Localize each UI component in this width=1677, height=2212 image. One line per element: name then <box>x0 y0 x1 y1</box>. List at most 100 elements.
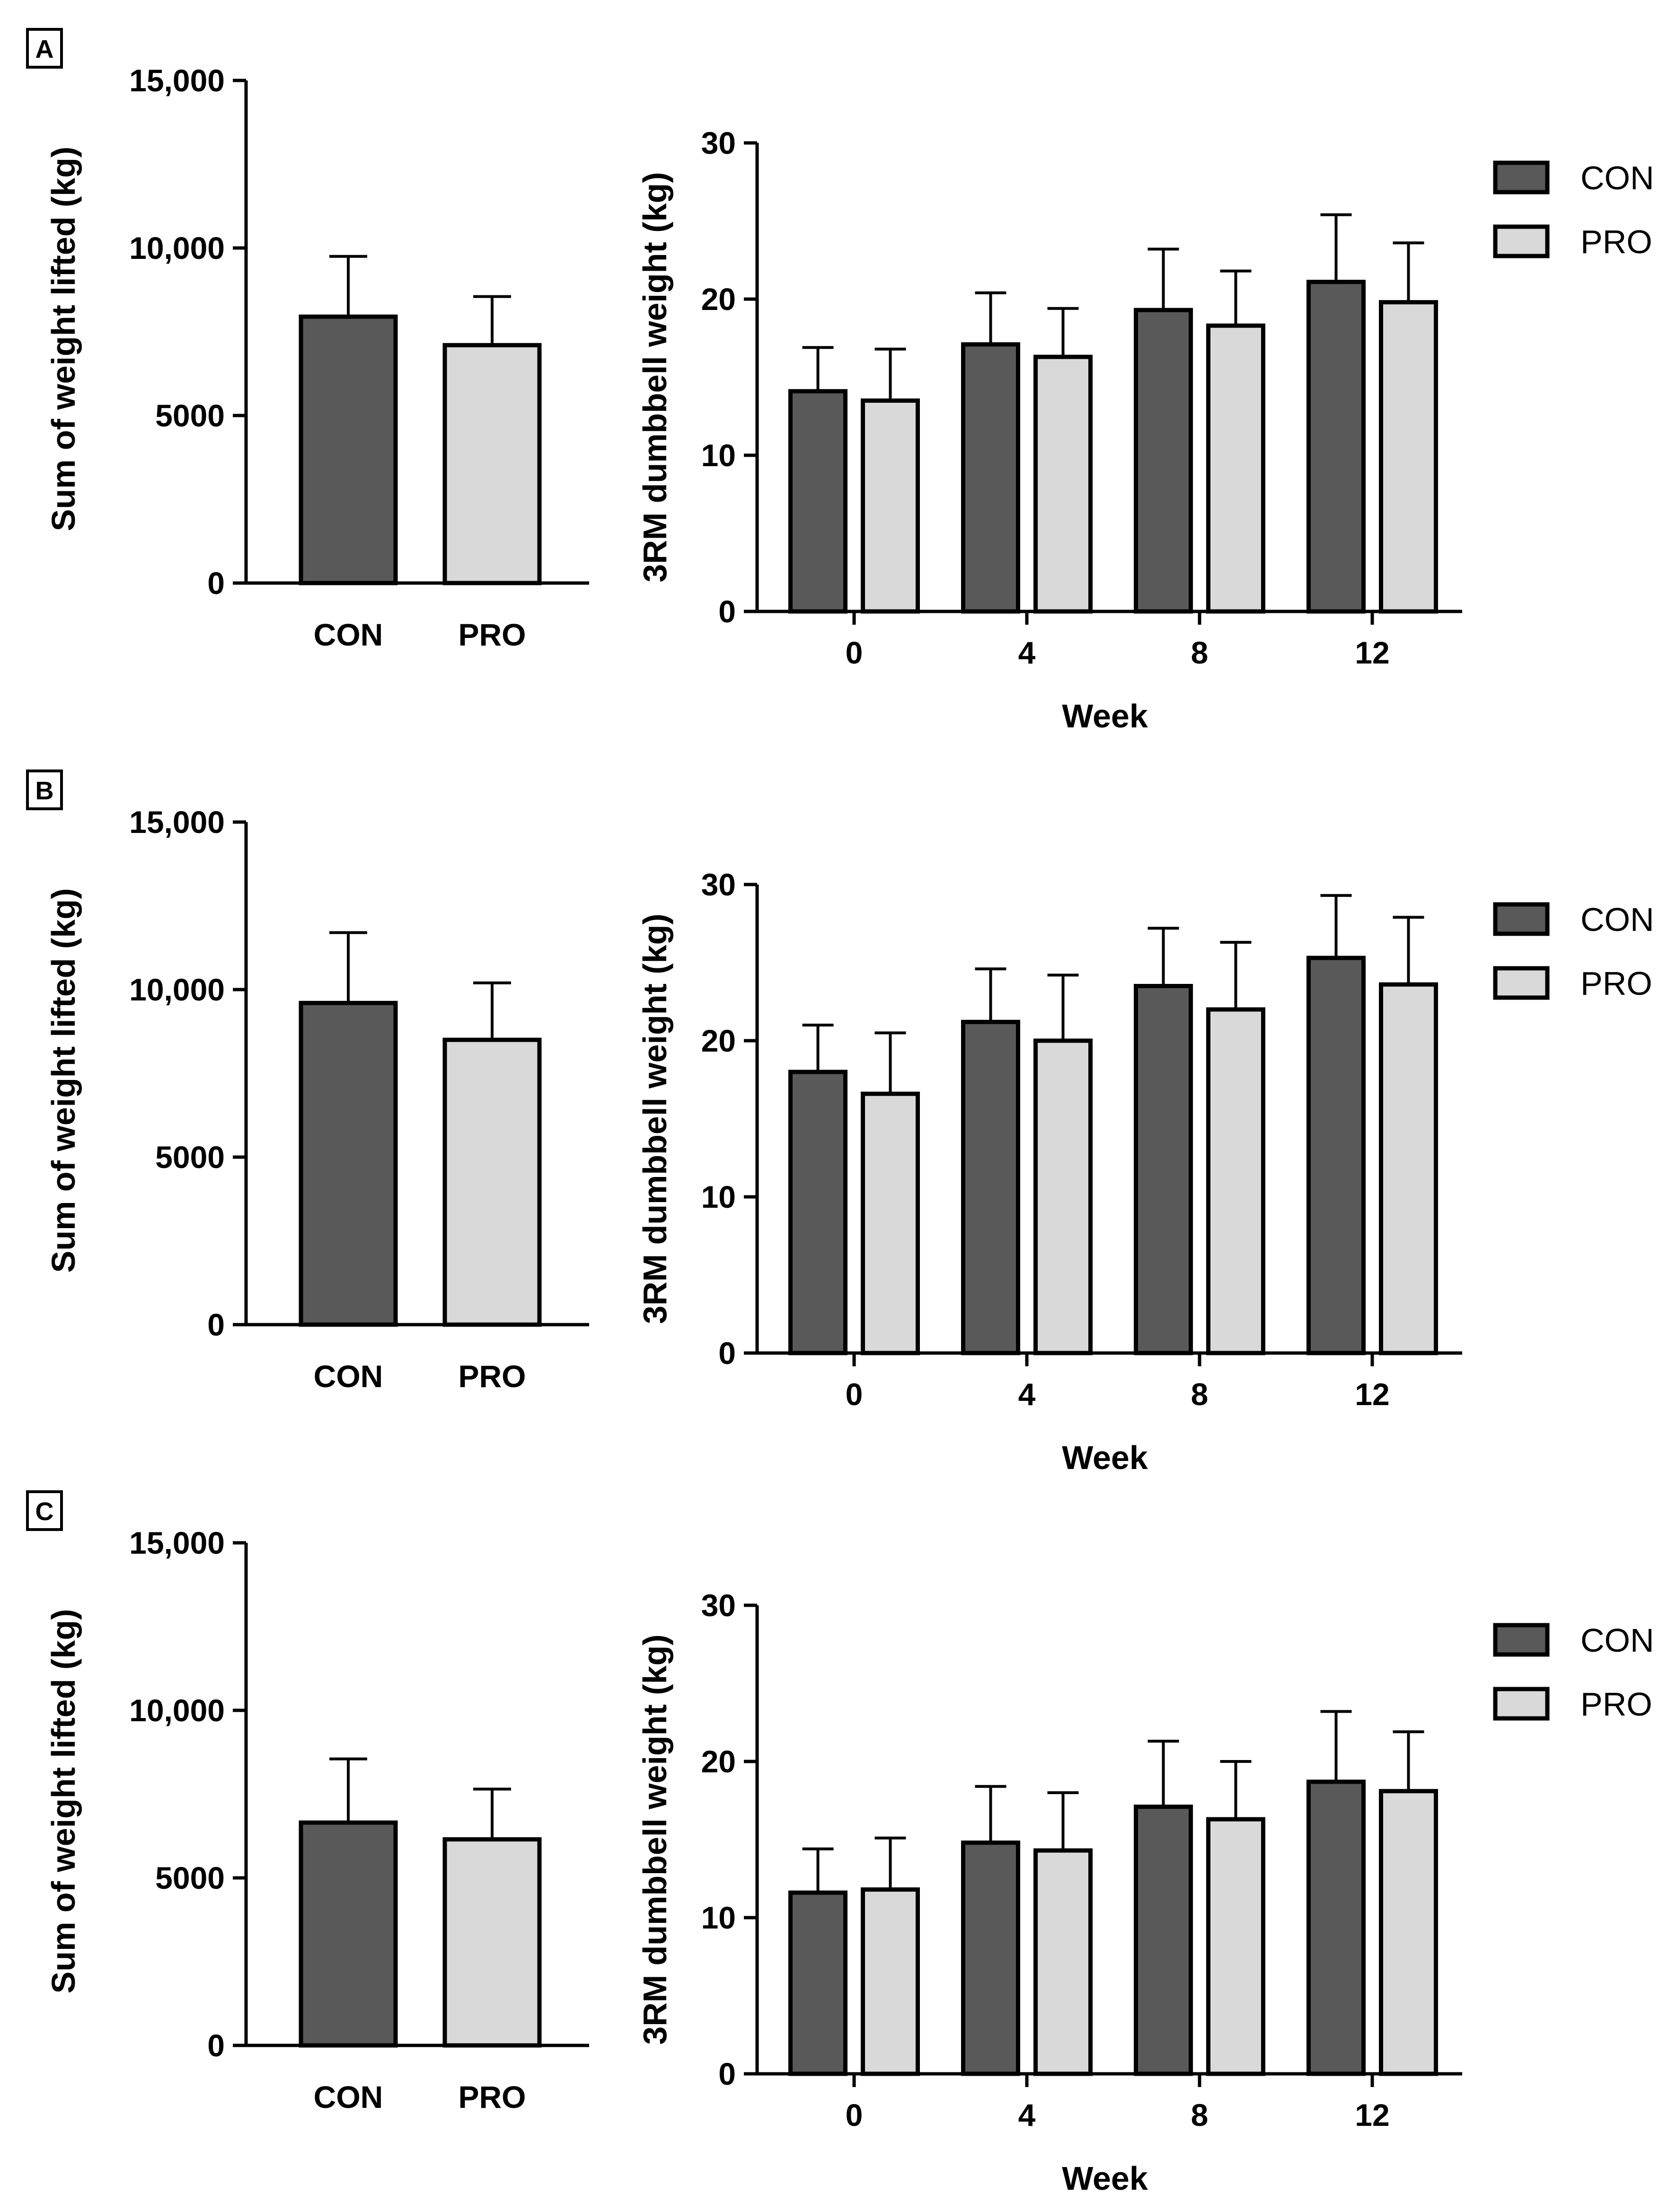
y-tick-label: 10,000 <box>129 1693 225 1728</box>
bar-con-week-4 <box>961 1019 1020 1355</box>
y-tick-label: 0 <box>207 566 225 601</box>
x-axis-title: Week <box>1062 2160 1148 2197</box>
panel-a: A 0 5000 10,000 15,000 CON PRO Sum of weight li… <box>26 28 1654 734</box>
total-chart: 0 5000 10,000 15,000 CON PRO Sum of weight lif… <box>45 1525 589 2115</box>
y-axis-title: Sum of weight lifted (kg) <box>45 888 82 1273</box>
legend-swatch-pro <box>1493 224 1550 258</box>
bar-pro-week-12 <box>1379 982 1438 1355</box>
y-tick-label: 30 <box>701 867 736 902</box>
x-category-label-pro: PRO <box>458 2079 526 2115</box>
bar-pro-week-12 <box>1379 1789 1438 2076</box>
bar-con-week-0 <box>788 1070 847 1355</box>
panel-letter-box <box>26 28 63 69</box>
y-tick-label: 20 <box>701 1744 736 1779</box>
bar-pro-week-0 <box>861 1091 920 1355</box>
legend-swatch-con <box>1493 160 1550 195</box>
bar-con-week-0 <box>788 389 847 614</box>
bar-pro-week-0 <box>861 398 920 614</box>
bar-pro-week-4 <box>1033 1848 1093 2076</box>
panel-letter-box <box>26 1490 63 1531</box>
legend-label-pro: PRO <box>1580 223 1652 260</box>
legend-label-pro: PRO <box>1580 1686 1652 1723</box>
bar-con-week-4 <box>961 1840 1020 2076</box>
legend-label-pro: PRO <box>1580 965 1652 1002</box>
panel-letter-box <box>26 770 63 810</box>
y-tick-label: 0 <box>718 2056 736 2091</box>
legend-swatch-pro <box>1493 966 1550 1000</box>
y-tick-label: 10,000 <box>129 230 225 265</box>
x-tick-label-week-0: 0 <box>846 2097 863 2132</box>
bar-pro-week-8 <box>1206 1817 1265 2076</box>
y-tick-label: 10 <box>701 1900 736 1935</box>
x-tick-label-week-8: 8 <box>1191 1377 1209 1412</box>
y-tick-label: 20 <box>701 1023 736 1058</box>
x-tick-label-week-12: 12 <box>1355 1377 1389 1412</box>
bar-con-week-12 <box>1306 1779 1366 2076</box>
legend-swatch-con <box>1493 1623 1550 1657</box>
bar-pro <box>442 1837 542 2048</box>
legend: CON PRO <box>1493 1622 1654 1723</box>
bar-pro-week-12 <box>1379 300 1438 614</box>
legend-label-con: CON <box>1580 1622 1654 1659</box>
y-tick-label: 10,000 <box>129 972 225 1007</box>
bar-con-week-12 <box>1306 280 1366 614</box>
bar-con <box>299 1820 398 2048</box>
bar-pro-week-4 <box>1033 354 1093 614</box>
x-tick-label-week-8: 8 <box>1191 635 1209 670</box>
bar-con-week-8 <box>1134 1805 1193 2076</box>
bar-con <box>299 1000 398 1327</box>
y-tick-label: 15,000 <box>129 63 225 98</box>
bar-pro <box>442 343 542 585</box>
y-tick-label: 30 <box>701 125 736 160</box>
y-tick-label: 20 <box>701 282 736 317</box>
x-tick-label-week-0: 0 <box>846 1377 863 1412</box>
y-tick-label: 0 <box>207 1307 225 1342</box>
panel-letter: A <box>35 35 54 63</box>
panel-letter: C <box>35 1497 54 1526</box>
y-tick-label: 15,000 <box>129 805 225 840</box>
y-tick-label: 10 <box>701 438 736 473</box>
bar-pro-week-0 <box>861 1887 920 2076</box>
x-category-label-con: CON <box>314 2079 383 2115</box>
panel-b: B 0 5000 10,000 15,000 CON PRO Sum of weight li… <box>26 770 1654 1476</box>
x-tick-label-week-0: 0 <box>846 635 863 670</box>
x-axis-title: Week <box>1062 1439 1148 1476</box>
bar-pro-week-4 <box>1033 1038 1093 1355</box>
y-tick-label: 5000 <box>155 1140 225 1175</box>
bar-con-week-4 <box>961 342 1020 614</box>
panel-c: C 0 5000 10,000 15,000 CON PRO Sum of weight li… <box>26 1490 1654 2197</box>
y-axis-title: 3RM dumbbell weight (kg) <box>636 172 673 582</box>
panel-letter: B <box>35 777 54 805</box>
x-tick-label-week-4: 4 <box>1018 2097 1036 2132</box>
x-category-label-pro: PRO <box>458 617 526 652</box>
bar-con <box>299 314 398 585</box>
y-tick-label: 0 <box>718 594 736 629</box>
legend-label-con: CON <box>1580 159 1654 196</box>
y-tick-label: 15,000 <box>129 1525 225 1560</box>
y-tick-label: 5000 <box>155 398 225 433</box>
total-chart: 0 5000 10,000 15,000 CON PRO Sum of weight lif… <box>45 63 589 652</box>
x-tick-label-week-12: 12 <box>1355 635 1389 670</box>
y-tick-label: 30 <box>701 1588 736 1623</box>
x-category-label-con: CON <box>314 1359 383 1394</box>
x-category-label-con: CON <box>314 617 383 652</box>
x-tick-label-week-4: 4 <box>1018 635 1036 670</box>
y-tick-label: 5000 <box>155 1860 225 1895</box>
y-tick-label: 10 <box>701 1179 736 1214</box>
x-tick-label-week-8: 8 <box>1191 2097 1209 2132</box>
bar-pro-week-8 <box>1206 1007 1265 1355</box>
bar-con-week-8 <box>1134 308 1193 614</box>
y-axis-title: Sum of weight lifted (kg) <box>45 147 82 531</box>
y-tick-label: 0 <box>718 1336 736 1371</box>
y-axis-title: 3RM dumbbell weight (kg) <box>636 913 673 1324</box>
bar-pro <box>442 1037 542 1327</box>
bar-con-week-0 <box>788 1890 847 2076</box>
x-tick-label-week-12: 12 <box>1355 2097 1389 2132</box>
legend: CON PRO <box>1493 901 1654 1002</box>
bar-pro-week-8 <box>1206 323 1265 614</box>
x-category-label-pro: PRO <box>458 1359 526 1394</box>
y-tick-label: 0 <box>207 2028 225 2063</box>
legend-swatch-con <box>1493 902 1550 936</box>
weekly-chart: 0 10 20 30 0 4 8 12 Week 3RM dumbbell weight (kg)… <box>636 1588 1654 2197</box>
